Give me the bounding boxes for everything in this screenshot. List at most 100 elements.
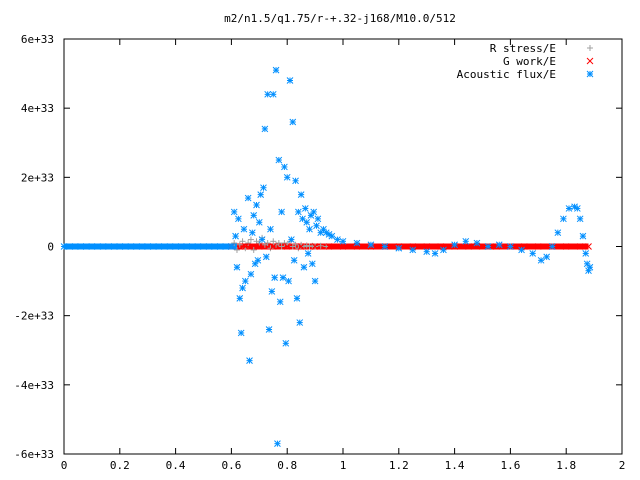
series-r-stress-e-point (267, 245, 274, 252)
legend-label: R stress/E (490, 42, 556, 55)
series-acoustic-flux-e-point (275, 156, 283, 164)
series-acoustic-flux-e-point (110, 243, 118, 250)
series-acoustic-flux-e-point (188, 243, 196, 250)
series-acoustic-flux-e-point (367, 241, 375, 249)
series-g-work-e-point (325, 243, 333, 250)
series-acoustic-flux-e-point (317, 229, 325, 237)
series-acoustic-flux-e-point (328, 232, 336, 240)
series-g-work-e-point (297, 243, 305, 250)
series-r-stress-e-point (256, 240, 263, 247)
series-r-stress-e-point (306, 243, 313, 250)
x-tick-label: 1.2 (389, 459, 409, 472)
series-r-stress-e-point (292, 241, 299, 248)
series-acoustic-flux-e-point (296, 319, 304, 326)
series-r-stress-e-point (303, 242, 310, 249)
series-acoustic-flux-e-point (306, 225, 313, 233)
y-tick-label: -4e+33 (14, 379, 54, 392)
x-tick-label: 1.4 (445, 459, 465, 472)
series-acoustic-flux-e-point (462, 237, 470, 245)
series-acoustic-flux-e-point (271, 274, 278, 281)
series-acoustic-flux-e-point (183, 243, 191, 250)
y-tick-label: 6e+33 (21, 33, 54, 46)
series-acoustic-flux-e-point (60, 243, 68, 250)
series-acoustic-flux-e-point (278, 208, 285, 216)
series-acoustic-flux-e-point (99, 243, 107, 250)
series-acoustic-flux-e-point (548, 243, 556, 250)
series-acoustic-flux-e-point (297, 191, 305, 198)
series-g-work-e-point (283, 243, 291, 250)
series-acoustic-flux-e-point (268, 288, 276, 295)
series-acoustic-flux-e-point (582, 250, 590, 257)
series-acoustic-flux-e-point (279, 274, 287, 281)
series-acoustic-flux-e-point (230, 208, 238, 216)
series-acoustic-flux-e-point (289, 118, 297, 126)
series-acoustic-flux-e-point (560, 215, 567, 223)
series-r-stress-e-point (233, 246, 240, 253)
series-g-work-e-point (269, 243, 277, 250)
series-acoustic-flux-e-point (211, 243, 219, 250)
series-acoustic-flux-e-point (310, 208, 318, 216)
series-acoustic-flux-e-point (283, 173, 291, 181)
series-acoustic-flux-e-point (77, 243, 85, 250)
series-g-work-e-point (562, 243, 570, 250)
series-acoustic-flux-e-point (440, 246, 447, 254)
x-tick-label: 1.6 (500, 459, 520, 472)
series-r-stress-e-point (245, 240, 252, 247)
series-acoustic-flux-e-point (247, 270, 255, 278)
series-acoustic-flux-e-point (313, 222, 320, 230)
series-acoustic-flux-e-point (484, 243, 492, 250)
series-acoustic-flux-e-point (431, 250, 439, 257)
series-acoustic-flux-e-point (254, 256, 262, 264)
series-acoustic-flux-e-point (88, 243, 96, 250)
legend-label: Acoustic flux/E (457, 68, 556, 81)
series-acoustic-flux-e-point (574, 205, 581, 212)
series-acoustic-flux-e-point (260, 184, 267, 192)
series-g-work-e-point (585, 243, 592, 250)
series-acoustic-flux-e-point (267, 225, 274, 233)
series-acoustic-flux-e-point (554, 229, 562, 237)
series-acoustic-flux-e-point (257, 191, 265, 198)
legend-marker (587, 45, 593, 51)
series-acoustic-flux-e-point (586, 263, 594, 271)
series-acoustic-flux-e-point (177, 243, 185, 250)
series-acoustic-flux-e-point (237, 329, 245, 337)
series-acoustic-flux-e-point (269, 90, 277, 98)
series-acoustic-flux-e-point (264, 90, 272, 98)
series-acoustic-flux-e-point (94, 243, 101, 250)
series-acoustic-flux-e-point (235, 215, 242, 223)
series-acoustic-flux-e-point (473, 239, 481, 247)
series-acoustic-flux-e-point (301, 205, 309, 212)
x-tick-label: 0.4 (166, 459, 186, 472)
series-acoustic-flux-e-point (518, 246, 525, 254)
series-acoustic-flux-e-point (353, 239, 361, 247)
series-acoustic-flux-e-point (127, 243, 135, 250)
series-acoustic-flux-e-point (122, 243, 129, 250)
series-acoustic-flux-e-point (507, 243, 514, 250)
series-acoustic-flux-e-point (138, 243, 146, 250)
x-tick-label: 1 (340, 459, 347, 472)
series-acoustic-flux-e-point (262, 253, 270, 261)
series-acoustic-flux-e-point (537, 256, 545, 264)
series-acoustic-flux-e-point (395, 244, 403, 252)
series-acoustic-flux-e-point (451, 241, 458, 249)
series-r-stress-e-point (317, 242, 324, 249)
series-acoustic-flux-e-point (288, 236, 295, 243)
series-acoustic-flux-e-point (300, 263, 308, 271)
series-g-work-e-point (534, 243, 542, 250)
series-acoustic-flux-e-point (295, 208, 302, 216)
x-tick-label: 0.6 (221, 459, 241, 472)
series-r-stress-e-point (264, 240, 271, 247)
x-tick-label: 2 (619, 459, 626, 472)
series-acoustic-flux-e-point (240, 225, 248, 233)
legend-label: G work/E (503, 55, 556, 68)
series-acoustic-flux-e-point (241, 277, 249, 285)
series-acoustic-flux-e-point (339, 237, 347, 245)
series-acoustic-flux-e-point (144, 243, 152, 250)
series-acoustic-flux-e-point (334, 236, 341, 243)
data-marks (60, 66, 594, 447)
series-r-stress-e-point (323, 243, 330, 250)
series-acoustic-flux-e-point (246, 357, 253, 364)
series-g-work-e-point (423, 243, 431, 250)
series-g-work-e-point (241, 243, 249, 250)
series-acoustic-flux-e-point (232, 232, 239, 240)
